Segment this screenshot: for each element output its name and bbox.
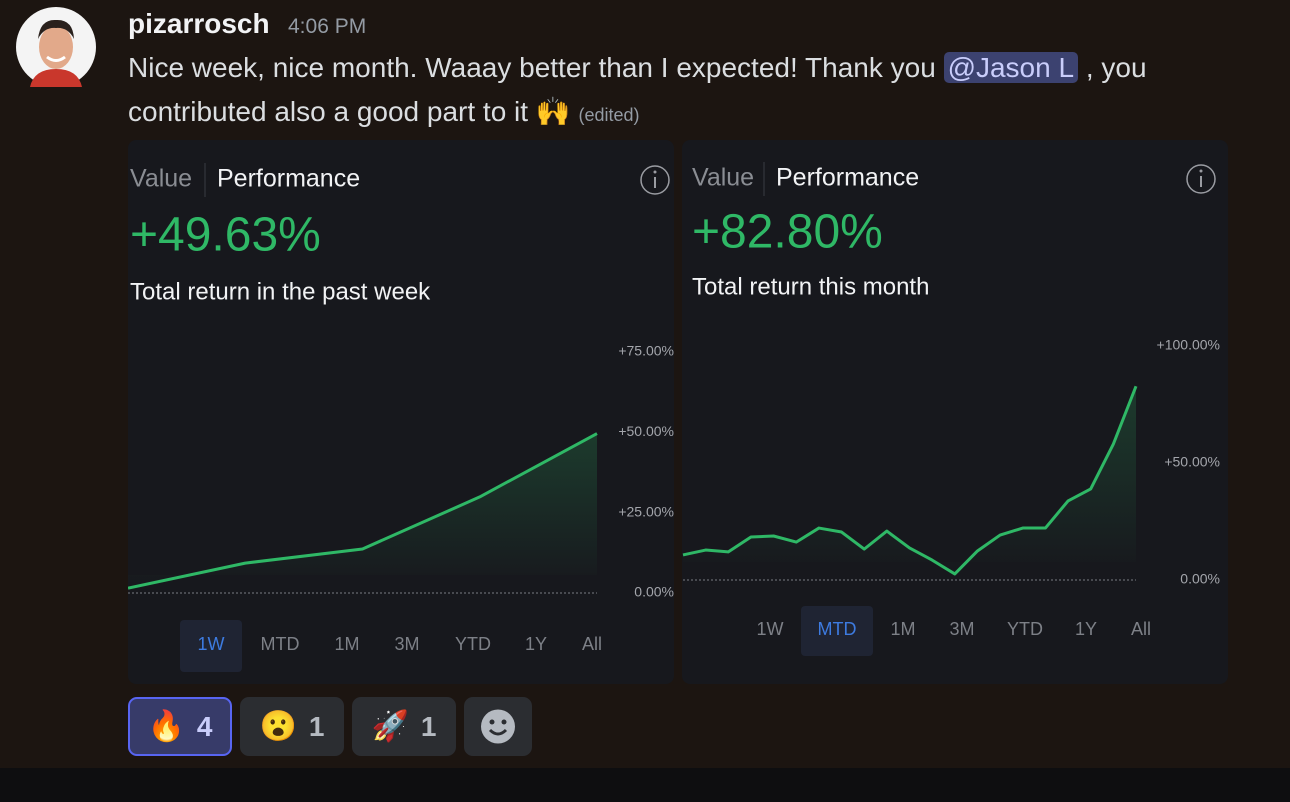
info-icon-dot [653, 170, 657, 174]
period-button[interactable]: MTD [818, 619, 857, 639]
author[interactable]: pizarrosch [128, 8, 270, 39]
line [682, 385, 1138, 576]
period-button[interactable]: All [1131, 619, 1151, 639]
add-reaction[interactable] [464, 697, 532, 756]
chart: Value Performance +49.63% Total return in t… [128, 163, 674, 672]
chart-card: Value Performance +82.80% Total return this… [682, 140, 1228, 684]
message-text: , you [1085, 52, 1147, 83]
y-tick-label: +50.00% [618, 423, 674, 439]
mention[interactable]: @Jason L [943, 52, 1079, 83]
y-tick-label: +25.00% [618, 503, 674, 519]
y-tick-label: +50.00% [1164, 454, 1220, 470]
subtitle: Total return in the past week [130, 278, 431, 305]
period-button[interactable]: 1W [198, 634, 225, 654]
y-tick-label: +75.00% [618, 343, 674, 359]
area [128, 433, 597, 589]
tab[interactable]: Value [130, 165, 192, 193]
headline: +82.80% [692, 206, 883, 259]
tab[interactable]: Performance [217, 165, 360, 193]
reaction-count: 4 [196, 710, 213, 742]
info-icon-bar [1200, 176, 1202, 187]
subtitle: Total return this month [692, 273, 929, 300]
period-highlight [801, 606, 873, 656]
message-line: Nice week, nice month. Waaay better than… [128, 52, 1147, 84]
period-button[interactable]: 3M [949, 619, 974, 639]
info-icon[interactable] [1186, 164, 1216, 194]
period-button[interactable]: MTD [261, 634, 300, 654]
info-icon[interactable] [640, 165, 670, 195]
tab[interactable]: Value [692, 164, 754, 192]
period-button[interactable]: YTD [455, 634, 491, 654]
period-button[interactable]: 1W [757, 619, 784, 639]
emoji: 🙌 [535, 96, 571, 127]
reaction-count: 1 [308, 710, 325, 742]
period-button[interactable]: 1Y [1075, 619, 1097, 639]
reaction-emoji: 🚀 [371, 710, 409, 743]
footer-strip [0, 768, 1290, 802]
reaction[interactable]: 😮 1 [240, 697, 344, 756]
message-text: Nice week, nice month. Waaay better than… [128, 52, 936, 83]
period-button[interactable]: YTD [1007, 619, 1043, 639]
reaction-count: 1 [420, 710, 437, 742]
info-icon-bar [654, 177, 656, 188]
reaction[interactable]: 🚀 1 [352, 697, 456, 756]
period-highlight [180, 620, 242, 672]
info-icon-dot [1199, 169, 1203, 173]
message-text: contributed also a good part to it [128, 96, 529, 127]
period-button[interactable]: 1Y [525, 634, 547, 654]
reaction-emoji: 😮 [259, 710, 297, 743]
reaction[interactable]: 🔥 4 [128, 697, 232, 756]
period-button[interactable]: 1M [890, 619, 915, 639]
y-tick-label: 0.00% [1180, 571, 1220, 587]
period-button[interactable]: All [582, 634, 602, 654]
y-tick-label: +100.00% [1157, 337, 1220, 353]
y-tick-label: 0.00% [634, 584, 674, 600]
avatar[interactable] [16, 7, 96, 87]
edited-flag: (edited) [578, 105, 640, 125]
chart-card: Value Performance +49.63% Total return in t… [128, 140, 674, 684]
chart: Value Performance +82.80% Total return this… [682, 162, 1220, 656]
tab[interactable]: Performance [776, 164, 919, 192]
period-button[interactable]: 1M [334, 634, 359, 654]
period-button[interactable]: 3M [394, 634, 419, 654]
timestamp: 4:06 PM [288, 15, 367, 38]
reaction-emoji: 🔥 [147, 710, 185, 743]
headline: +49.63% [130, 209, 321, 262]
message-line: contributed also a good part to it 🙌 (ed… [128, 95, 640, 128]
area [683, 386, 1136, 574]
line [128, 432, 598, 590]
